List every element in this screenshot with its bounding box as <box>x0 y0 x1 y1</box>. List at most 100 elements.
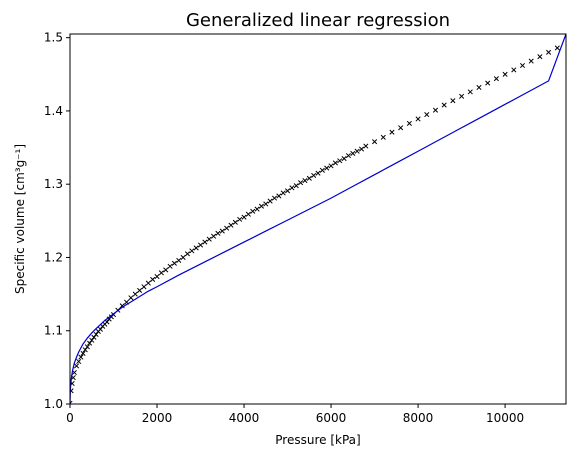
data-point-marker <box>193 245 199 251</box>
data-point-marker <box>145 280 151 286</box>
x-tick-label: 8000 <box>403 411 434 425</box>
x-axis-label: Pressure [kPa] <box>275 433 360 447</box>
data-point-marker <box>319 167 325 173</box>
data-point-marker <box>176 257 182 263</box>
data-point-marker <box>245 211 251 217</box>
data-point-marker <box>289 185 295 191</box>
x-axis: 0 2000 4000 6000 8000 10000 <box>66 404 524 425</box>
data-point-marker <box>467 89 473 95</box>
data-point-marker <box>280 190 286 196</box>
data-point-marker <box>476 84 482 91</box>
data-point-marker <box>546 49 552 55</box>
data-point-marker <box>415 116 421 122</box>
data-point-marker <box>163 267 169 273</box>
data-point-marker <box>276 193 282 199</box>
data-point-marker <box>84 344 90 350</box>
y-axis-label: Specific volume [cm³g⁻¹] <box>13 144 27 294</box>
data-point-marker <box>537 54 543 60</box>
data-point-marker <box>389 129 395 135</box>
x-tick-label: 10000 <box>486 411 524 425</box>
data-point-marker <box>341 156 347 162</box>
data-point-marker <box>91 334 97 340</box>
data-point-marker <box>311 172 317 178</box>
data-point-marker <box>302 177 308 184</box>
data-point-marker <box>250 208 256 214</box>
data-point-marker <box>493 76 499 82</box>
data-point-marker <box>237 216 243 222</box>
data-point-marker <box>284 188 291 194</box>
regression-line <box>70 34 566 404</box>
data-point-marker <box>82 347 88 353</box>
data-point-marker <box>197 242 204 248</box>
data-point-marker <box>306 175 312 181</box>
data-point-marker <box>424 112 430 118</box>
series-group <box>70 34 566 404</box>
y-tick-label: 1.4 <box>44 104 63 118</box>
data-point-marker <box>241 214 247 220</box>
data-point-marker <box>354 148 360 154</box>
data-point-marker <box>78 354 84 360</box>
data-point-marker <box>324 165 330 171</box>
data-point-marker <box>363 143 369 149</box>
data-point-marker <box>76 358 82 365</box>
data-point-marker <box>206 236 212 242</box>
data-point-marker <box>232 219 238 225</box>
data-point-marker <box>459 93 465 99</box>
data-point-marker <box>502 71 508 77</box>
data-point-marker <box>267 198 273 204</box>
data-point-marker <box>93 331 99 337</box>
data-point-marker <box>554 45 560 51</box>
data-point-marker <box>154 273 160 280</box>
data-point-marker <box>271 195 278 201</box>
data-point-marker <box>171 260 177 266</box>
data-point-marker <box>167 263 173 269</box>
data-point-marker <box>372 139 378 145</box>
data-point-marker <box>528 58 534 64</box>
data-point-marker <box>128 295 134 301</box>
data-point-marker <box>432 107 439 113</box>
data-point-marker <box>263 201 269 207</box>
y-tick-label: 1.3 <box>44 177 63 191</box>
data-point-marker <box>519 62 526 69</box>
data-point-marker <box>219 228 225 234</box>
x-tick-label: 4000 <box>229 411 260 425</box>
data-point-marker <box>97 326 104 332</box>
data-point-marker <box>258 203 264 209</box>
data-point-marker <box>345 153 352 159</box>
data-point-marker <box>89 337 95 343</box>
data-point-marker <box>380 134 386 140</box>
y-tick-label: 1.5 <box>44 31 63 45</box>
data-point-marker <box>141 284 147 290</box>
data-point-marker <box>406 120 412 126</box>
data-point-marker <box>80 350 86 356</box>
x-tick-label: 6000 <box>316 411 347 425</box>
data-point-marker <box>254 206 260 212</box>
data-point-marker <box>132 291 138 297</box>
data-point-marker <box>180 254 186 261</box>
data-point-marker <box>184 251 191 257</box>
y-axis: 1.0 1.1 1.2 1.3 1.4 1.5 <box>44 31 70 411</box>
data-point-marker <box>358 146 365 152</box>
data-point-marker <box>87 340 93 346</box>
data-point-marker <box>158 270 164 276</box>
data-point-marker <box>119 303 125 309</box>
plot-frame <box>69 33 567 405</box>
data-point-marker <box>350 150 356 156</box>
data-point-marker <box>202 239 208 245</box>
x-tick-label: 2000 <box>142 411 173 425</box>
data-point-marker <box>337 158 343 164</box>
data-point-marker <box>511 67 517 73</box>
chart-title: Generalized linear regression <box>186 10 450 31</box>
data-point-marker <box>485 80 491 86</box>
x-tick-label: 0 <box>66 411 74 425</box>
data-point-marker <box>189 248 195 254</box>
data-point-marker <box>293 183 299 189</box>
y-tick-label: 1.2 <box>44 250 63 264</box>
data-point-marker <box>441 102 447 108</box>
y-tick-label: 1.1 <box>44 324 63 338</box>
data-point-marker <box>298 180 304 186</box>
data-point-marker <box>137 287 143 293</box>
data-point-marker <box>211 233 217 239</box>
data-point-marker <box>398 125 404 131</box>
